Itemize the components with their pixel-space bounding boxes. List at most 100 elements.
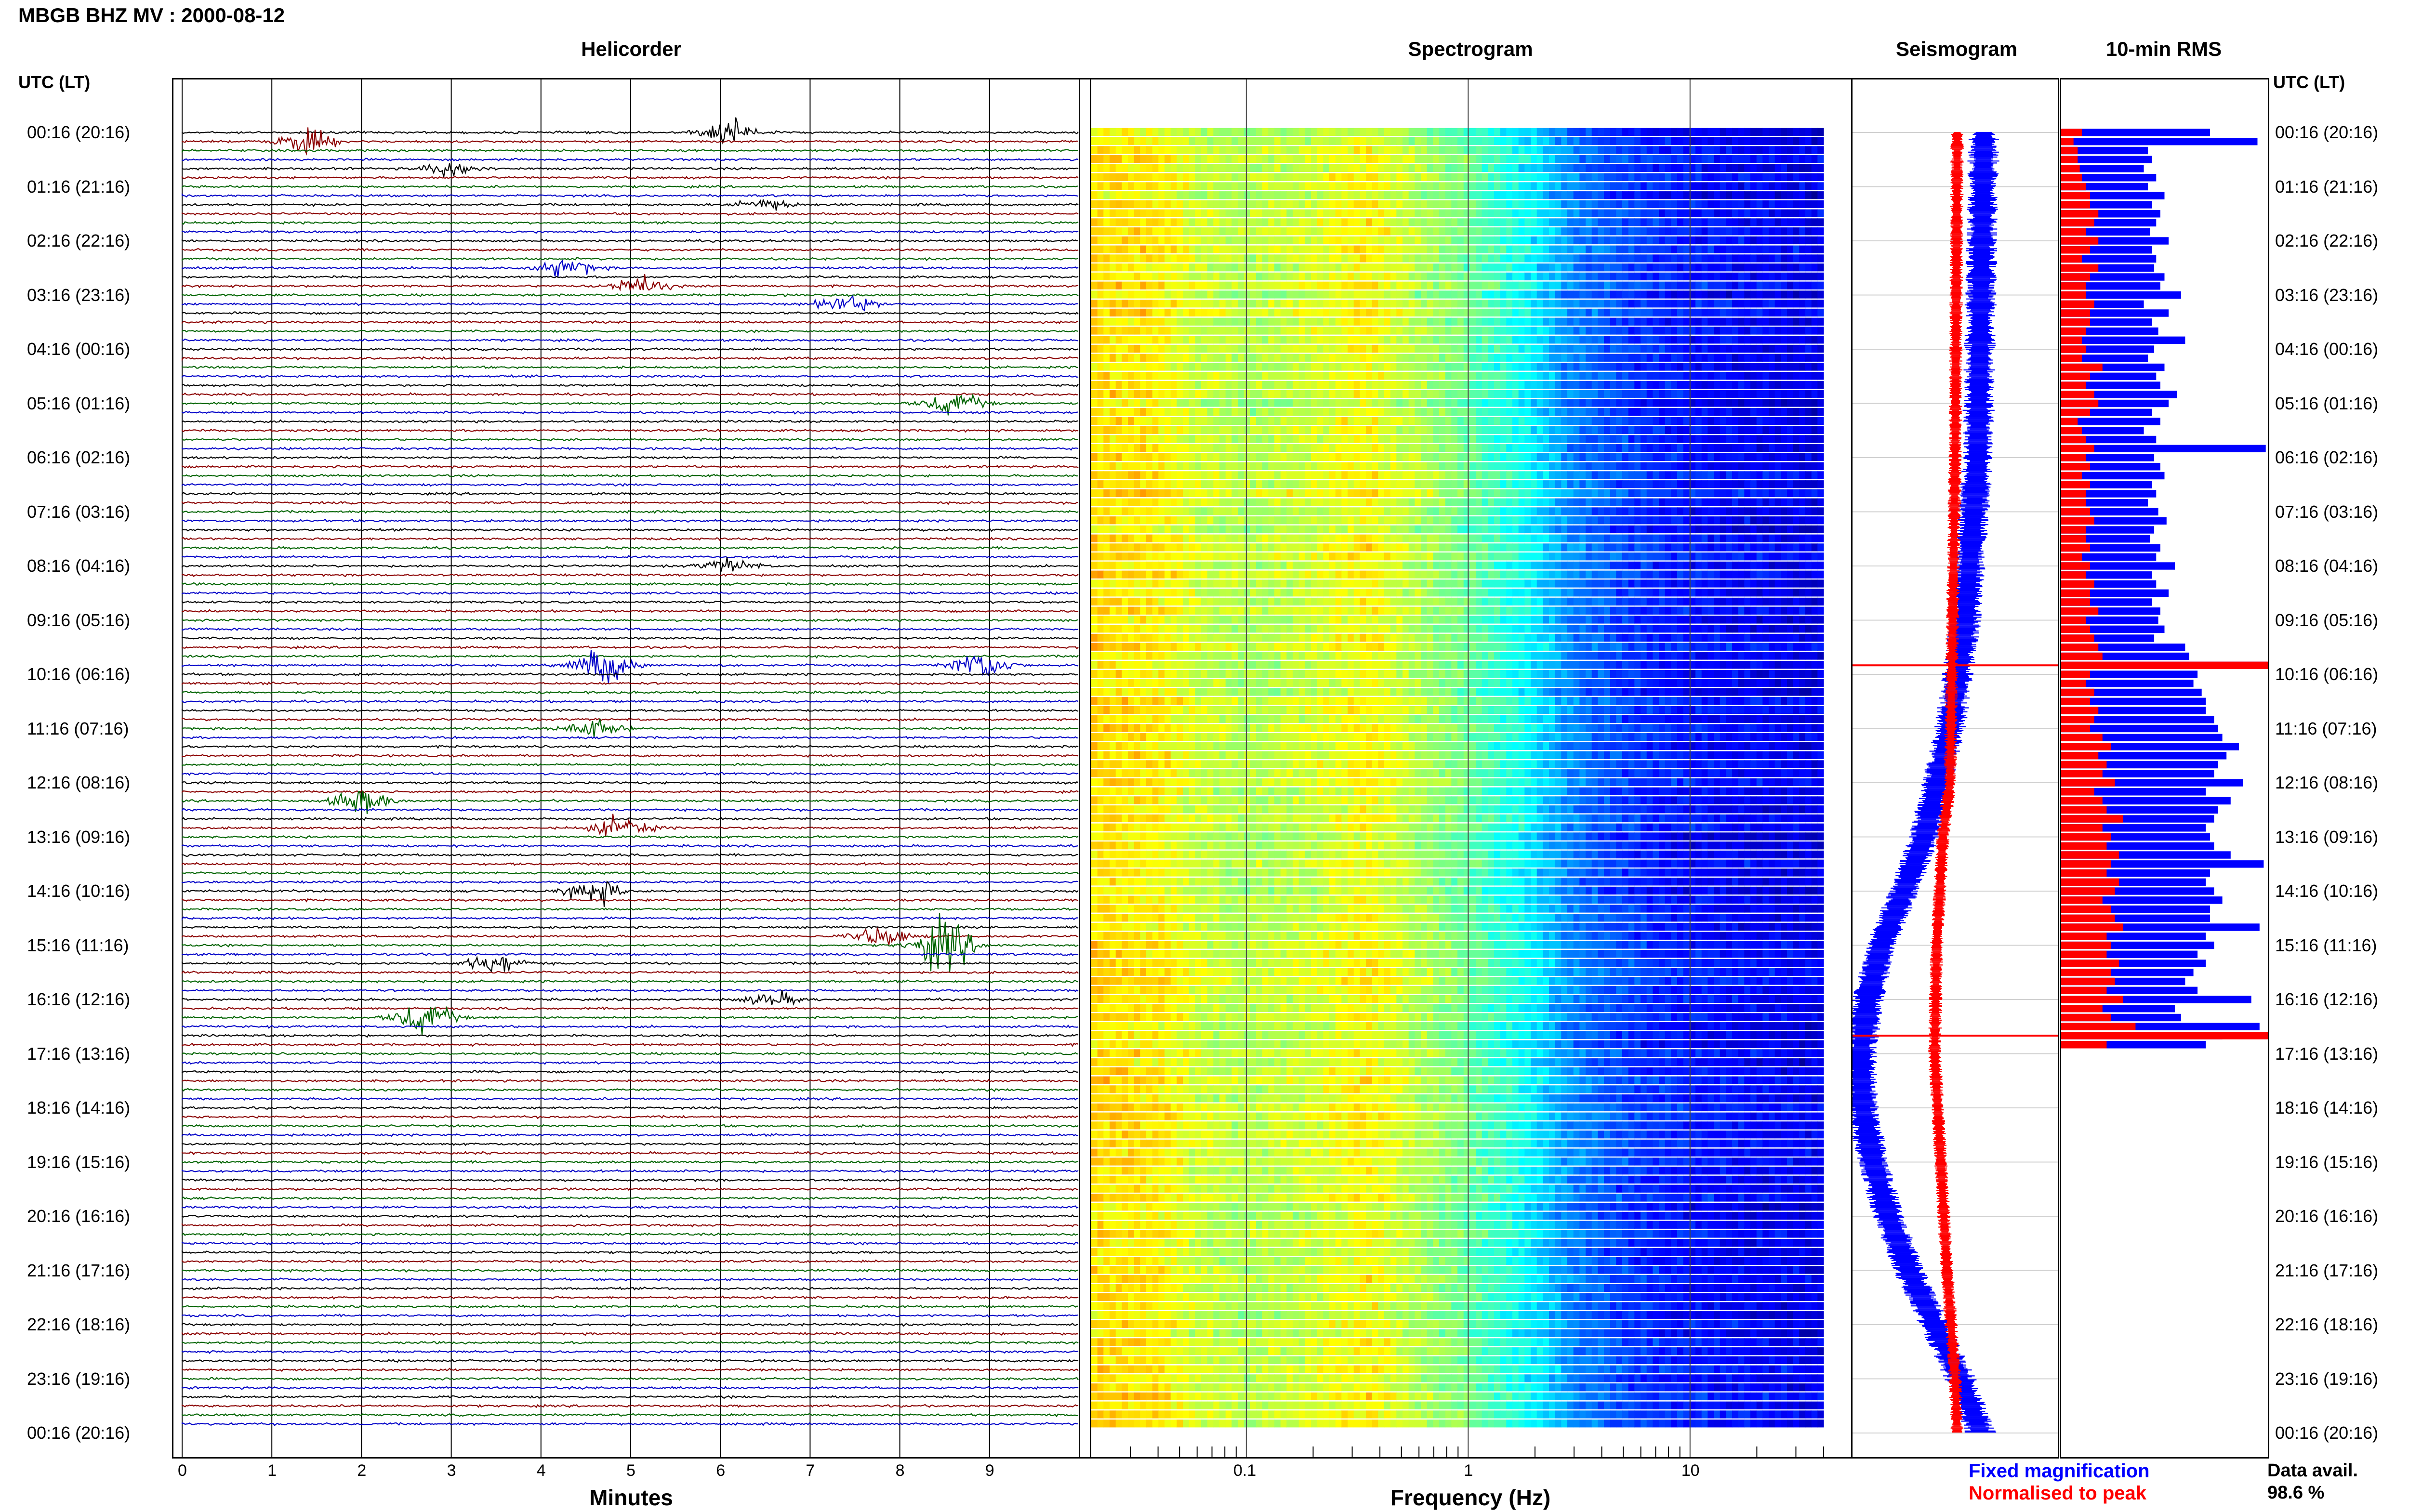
spectrogram-cell bbox=[1646, 272, 1653, 281]
spectrogram-cell bbox=[1348, 227, 1354, 236]
spectrogram-cell bbox=[1561, 308, 1568, 317]
spectrogram-cell bbox=[1720, 254, 1726, 263]
spectrogram-cell bbox=[1396, 308, 1403, 317]
spectrogram-cell bbox=[1591, 444, 1598, 452]
spectrogram-cell bbox=[1110, 236, 1116, 245]
spectrogram-cell bbox=[1115, 471, 1122, 479]
spectrogram-cell bbox=[1536, 182, 1543, 190]
spectrogram-cell bbox=[1482, 344, 1488, 353]
spectrogram-cell bbox=[1427, 128, 1433, 136]
spectrogram-cell bbox=[1427, 164, 1433, 172]
spectrogram-cell bbox=[1641, 245, 1647, 253]
spectrogram-cell bbox=[1152, 344, 1159, 353]
spectrogram-cell bbox=[1427, 218, 1433, 226]
spectrogram-cell bbox=[1604, 444, 1611, 452]
spectrogram-cell bbox=[1732, 417, 1739, 425]
helicorder-trace bbox=[181, 880, 1079, 907]
spectrogram-cell bbox=[1543, 327, 1549, 335]
spectrogram-cell bbox=[1195, 128, 1202, 136]
spectrogram-cell bbox=[1158, 363, 1165, 371]
spectrogram-cell bbox=[1366, 390, 1373, 398]
spectrogram-cell bbox=[1219, 354, 1226, 362]
spectrogram-cell bbox=[1579, 227, 1586, 236]
spectrogram-cell bbox=[1714, 354, 1721, 362]
spectrogram-cell bbox=[1378, 381, 1385, 389]
spectrogram-cell bbox=[1720, 417, 1726, 425]
spectrogram-cell bbox=[1445, 254, 1452, 263]
spectrogram-cell bbox=[1366, 209, 1373, 217]
helicorder-trace bbox=[181, 609, 1079, 613]
spectrogram-cell bbox=[1689, 435, 1696, 443]
spectrogram-cell bbox=[1097, 191, 1104, 199]
spectrogram-cell bbox=[1567, 191, 1574, 199]
spectrogram-cell bbox=[1238, 453, 1244, 461]
spectrogram-cell bbox=[1317, 390, 1324, 398]
spectrogram-cell bbox=[1341, 200, 1348, 209]
spectrogram-cell bbox=[1549, 227, 1556, 236]
spectrogram-cell bbox=[1634, 137, 1641, 145]
spectrogram-cell bbox=[1573, 290, 1580, 299]
spectrogram-cell bbox=[1646, 417, 1653, 425]
spectrogram-cell bbox=[1744, 200, 1751, 209]
spectrogram-cell bbox=[1671, 300, 1678, 308]
spectrogram-cell bbox=[1152, 317, 1159, 326]
spectrogram-cell bbox=[1536, 327, 1543, 335]
spectrogram-cell bbox=[1390, 281, 1397, 289]
spectrogram-cell bbox=[1262, 471, 1269, 479]
spectrogram-cell bbox=[1573, 300, 1580, 308]
spectrogram-cell bbox=[1195, 381, 1202, 389]
spectrogram-cell bbox=[1738, 209, 1745, 217]
spectrogram-cell bbox=[1110, 263, 1116, 272]
spectrogram-cell bbox=[1366, 227, 1373, 236]
spectrogram-cell bbox=[1280, 390, 1287, 398]
spectrogram-cell bbox=[1122, 381, 1128, 389]
spectrogram-cell bbox=[1348, 327, 1354, 335]
spectrogram-cell bbox=[1616, 164, 1623, 172]
spectrogram-cell bbox=[1268, 164, 1275, 172]
spectrogram-cell bbox=[1586, 263, 1592, 272]
spectrogram-cell bbox=[1536, 308, 1543, 317]
spectrogram-cell bbox=[1317, 444, 1324, 452]
spectrogram-cell bbox=[1323, 236, 1330, 245]
spectrogram-cell bbox=[1384, 263, 1391, 272]
spectrogram-cell bbox=[1512, 227, 1519, 236]
spectrogram-cell bbox=[1341, 327, 1348, 335]
spectrogram-cell bbox=[1274, 471, 1281, 479]
spectrogram-cell bbox=[1714, 191, 1721, 199]
spectrogram-cell bbox=[1353, 236, 1360, 245]
spectrogram-cell bbox=[1165, 381, 1171, 389]
spectrogram-cell bbox=[1805, 462, 1812, 470]
spectrogram-cell bbox=[1146, 399, 1153, 407]
spectrogram-cell bbox=[1762, 200, 1769, 209]
spectrogram-cell bbox=[1146, 209, 1153, 217]
spectrogram-cell bbox=[1787, 272, 1794, 281]
spectrogram-cell bbox=[1335, 399, 1342, 407]
spectrogram-cell bbox=[1555, 327, 1562, 335]
spectrogram-cell bbox=[1366, 182, 1373, 190]
spectrogram-cell bbox=[1329, 426, 1336, 434]
spectrogram-cell bbox=[1115, 164, 1122, 172]
spectrogram-cell bbox=[1531, 417, 1537, 425]
spectrogram-cell bbox=[1567, 164, 1574, 172]
spectrogram-cell bbox=[1305, 146, 1311, 154]
spectrogram-cell bbox=[1195, 354, 1202, 362]
spectrogram-cell bbox=[1372, 417, 1378, 425]
spectrogram-cell bbox=[1701, 327, 1708, 335]
spectrogram-cell bbox=[1561, 173, 1568, 181]
spectrogram-cell bbox=[1305, 245, 1311, 253]
spectrogram-cell bbox=[1561, 327, 1568, 335]
spectrogram-cell bbox=[1396, 218, 1403, 226]
helicorder-trace bbox=[181, 491, 1079, 496]
spectrogram-cell bbox=[1579, 164, 1586, 172]
spectrogram-cell bbox=[1720, 462, 1726, 470]
spectrogram-cell bbox=[1122, 354, 1128, 362]
spectrogram-cell bbox=[1714, 164, 1721, 172]
spectrogram-cell bbox=[1201, 254, 1208, 263]
spectrogram-cell bbox=[1384, 390, 1391, 398]
spectrogram-cell bbox=[1219, 308, 1226, 317]
spectrogram-cell bbox=[1616, 236, 1623, 245]
spectrogram-cell bbox=[1268, 173, 1275, 181]
spectrogram-cell bbox=[1683, 381, 1690, 389]
spectrogram-cell bbox=[1225, 137, 1232, 145]
spectrogram-cell bbox=[1659, 480, 1666, 488]
